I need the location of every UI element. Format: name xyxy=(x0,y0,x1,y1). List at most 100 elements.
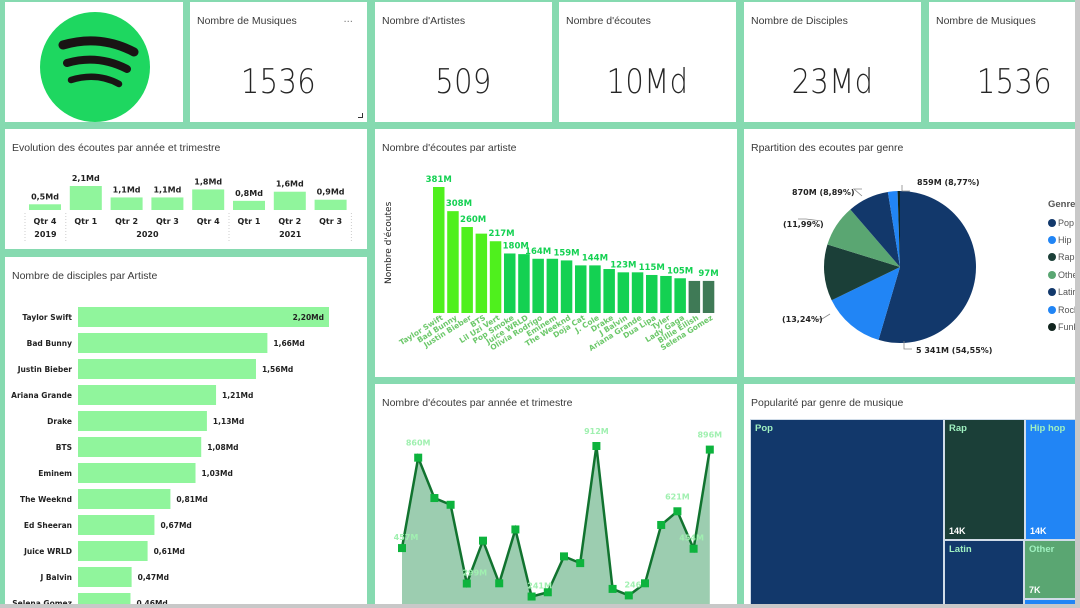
kpi-card-musiques[interactable]: Nombre de Musiques ... 1536 xyxy=(190,2,367,122)
bar xyxy=(69,186,102,210)
data-label: 1,6Md xyxy=(276,180,304,189)
disciples-chart-card[interactable]: Nombre de disciples par Artiste Taylor S… xyxy=(5,257,367,608)
data-label: 164M xyxy=(525,247,551,257)
legend-label: Hip xyxy=(1058,235,1072,246)
bar xyxy=(575,265,587,313)
y-tick-label: Ariana Grande xyxy=(11,391,72,400)
legend-item[interactable]: Latir xyxy=(1048,284,1079,301)
bar xyxy=(273,191,306,210)
leader-line xyxy=(798,218,823,222)
genre-pie-card[interactable]: Rpartition des ecoutes par genre 5 341M … xyxy=(744,129,1080,377)
data-label: 1,8Md xyxy=(194,177,222,186)
data-label: 1,1Md xyxy=(113,185,141,194)
bar xyxy=(78,385,217,405)
data-point xyxy=(641,579,649,588)
legend-item[interactable]: Rock xyxy=(1048,301,1079,318)
treemap-value: 14K xyxy=(1030,526,1047,536)
data-point xyxy=(462,579,471,588)
data-label: 260M xyxy=(460,215,486,225)
treemap-cell[interactable]: Hip hop 14K xyxy=(1025,419,1080,540)
legend-dot-icon xyxy=(1048,288,1056,297)
bar xyxy=(546,258,559,313)
legend-item[interactable]: Funk xyxy=(1048,318,1079,335)
bar xyxy=(603,269,615,313)
data-label: 0,47Md xyxy=(138,573,169,582)
ecoutes-trimestre-chart: 457M 860M 299M 241M 912M 246M 621M 454M 896M xyxy=(394,427,722,608)
y-tick-label: Ed Sheeran xyxy=(24,521,72,530)
legend-item[interactable]: Rap xyxy=(1048,249,1079,266)
data-point xyxy=(495,579,504,588)
bar xyxy=(78,411,207,431)
data-point xyxy=(608,584,617,593)
data-label: 180M xyxy=(503,241,529,251)
data-point xyxy=(624,591,633,600)
kpi-title: Nombre d'Artistes xyxy=(382,15,466,27)
ecoutes-trimestre-card[interactable]: Nombre d'écoutes par année et trimestre … xyxy=(375,384,737,608)
pie-slice xyxy=(827,209,900,267)
x-tick-label: Qtr 4 xyxy=(197,217,220,226)
legend-dot-icon xyxy=(1048,253,1056,262)
kpi-value: 23Md xyxy=(791,62,874,102)
treemap-cell[interactable]: Latin xyxy=(944,540,1024,608)
chart-title: Evolution des écoutes par année et trime… xyxy=(12,142,221,154)
x-tick-label: Qtr 2 xyxy=(278,217,301,226)
treemap-cell[interactable]: Other 7K xyxy=(1024,540,1080,599)
data-label: 0,81Md xyxy=(176,495,207,504)
vertical-scrollbar[interactable] xyxy=(1075,0,1080,608)
data-point xyxy=(414,453,423,462)
data-label: 241M xyxy=(527,582,552,591)
kpi-card-musiques-2[interactable]: Nombre de Musiques 1536 xyxy=(929,2,1080,122)
data-label: 454M xyxy=(679,534,704,543)
legend-item[interactable]: Othe xyxy=(1048,266,1079,283)
treemap-cell[interactable]: Pop xyxy=(750,419,944,608)
pie-slice xyxy=(897,191,900,267)
bar xyxy=(447,211,459,313)
genre-pie-chart: 5 341M (54,55%) (13,24%) (11,99%) 870M (8,8… xyxy=(782,178,992,355)
legend-item[interactable]: Hip xyxy=(1048,231,1079,248)
data-point xyxy=(527,592,536,601)
bar xyxy=(78,359,256,379)
data-point xyxy=(673,507,682,516)
data-point xyxy=(446,500,455,509)
x-tick-label: Qtr 3 xyxy=(319,217,342,226)
data-label: 217M xyxy=(488,229,514,239)
kpi-card-disciples[interactable]: Nombre de Disciples 23Md xyxy=(744,2,921,122)
bar xyxy=(475,233,488,313)
legend-item[interactable]: Pop xyxy=(1048,214,1079,231)
data-label: 0,46Md xyxy=(136,599,167,608)
data-label: 299M xyxy=(462,569,487,578)
data-label: 457M xyxy=(394,533,419,542)
series-line xyxy=(400,445,712,599)
treemap-label: Other xyxy=(1029,544,1055,555)
data-label: 159M xyxy=(553,248,579,258)
genre-treemap-card[interactable]: Popularité par genre de musique Pop Rap 14… xyxy=(744,384,1080,608)
bar xyxy=(674,278,686,313)
ecoutes-artiste-card[interactable]: Nombre d'écoutes par artiste Nombre d'éc… xyxy=(375,129,737,377)
bar xyxy=(78,567,132,587)
data-label: 912M xyxy=(584,427,609,436)
data-label: 1,21Md xyxy=(222,391,253,400)
y-tick-label: Drake xyxy=(47,417,72,426)
leader-line xyxy=(903,341,912,350)
chart-title: Nombre de disciples par Artiste xyxy=(12,270,158,282)
evolution-chart-card[interactable]: Evolution des écoutes par année et trime… xyxy=(5,129,367,249)
y-axis-label: Nombre d'écoutes xyxy=(383,201,394,284)
kpi-card-ecoutes[interactable]: Nombre d'écoutes 10Md xyxy=(559,2,736,122)
horizontal-scrollbar[interactable] xyxy=(0,604,1080,608)
data-label: 144M xyxy=(582,253,608,263)
data-point xyxy=(560,552,568,561)
more-options-icon[interactable]: ... xyxy=(343,14,353,25)
data-label: 105M xyxy=(667,266,693,276)
bar xyxy=(532,258,544,313)
data-label: 859M (8,77%) xyxy=(917,178,980,187)
data-label: 115M xyxy=(639,263,665,273)
legend-label: Rap xyxy=(1058,252,1075,263)
kpi-card-artistes[interactable]: Nombre d'Artistes 509 xyxy=(375,2,552,122)
pie-slice xyxy=(824,244,900,301)
y-tick-label: Taylor Swift xyxy=(22,313,72,322)
resize-handle-icon[interactable] xyxy=(358,113,363,118)
bar xyxy=(702,280,715,313)
y-tick-label: Bad Bunny xyxy=(27,339,72,348)
treemap-cell[interactable]: Rap 14K xyxy=(944,419,1025,540)
pie-slice xyxy=(831,267,900,340)
